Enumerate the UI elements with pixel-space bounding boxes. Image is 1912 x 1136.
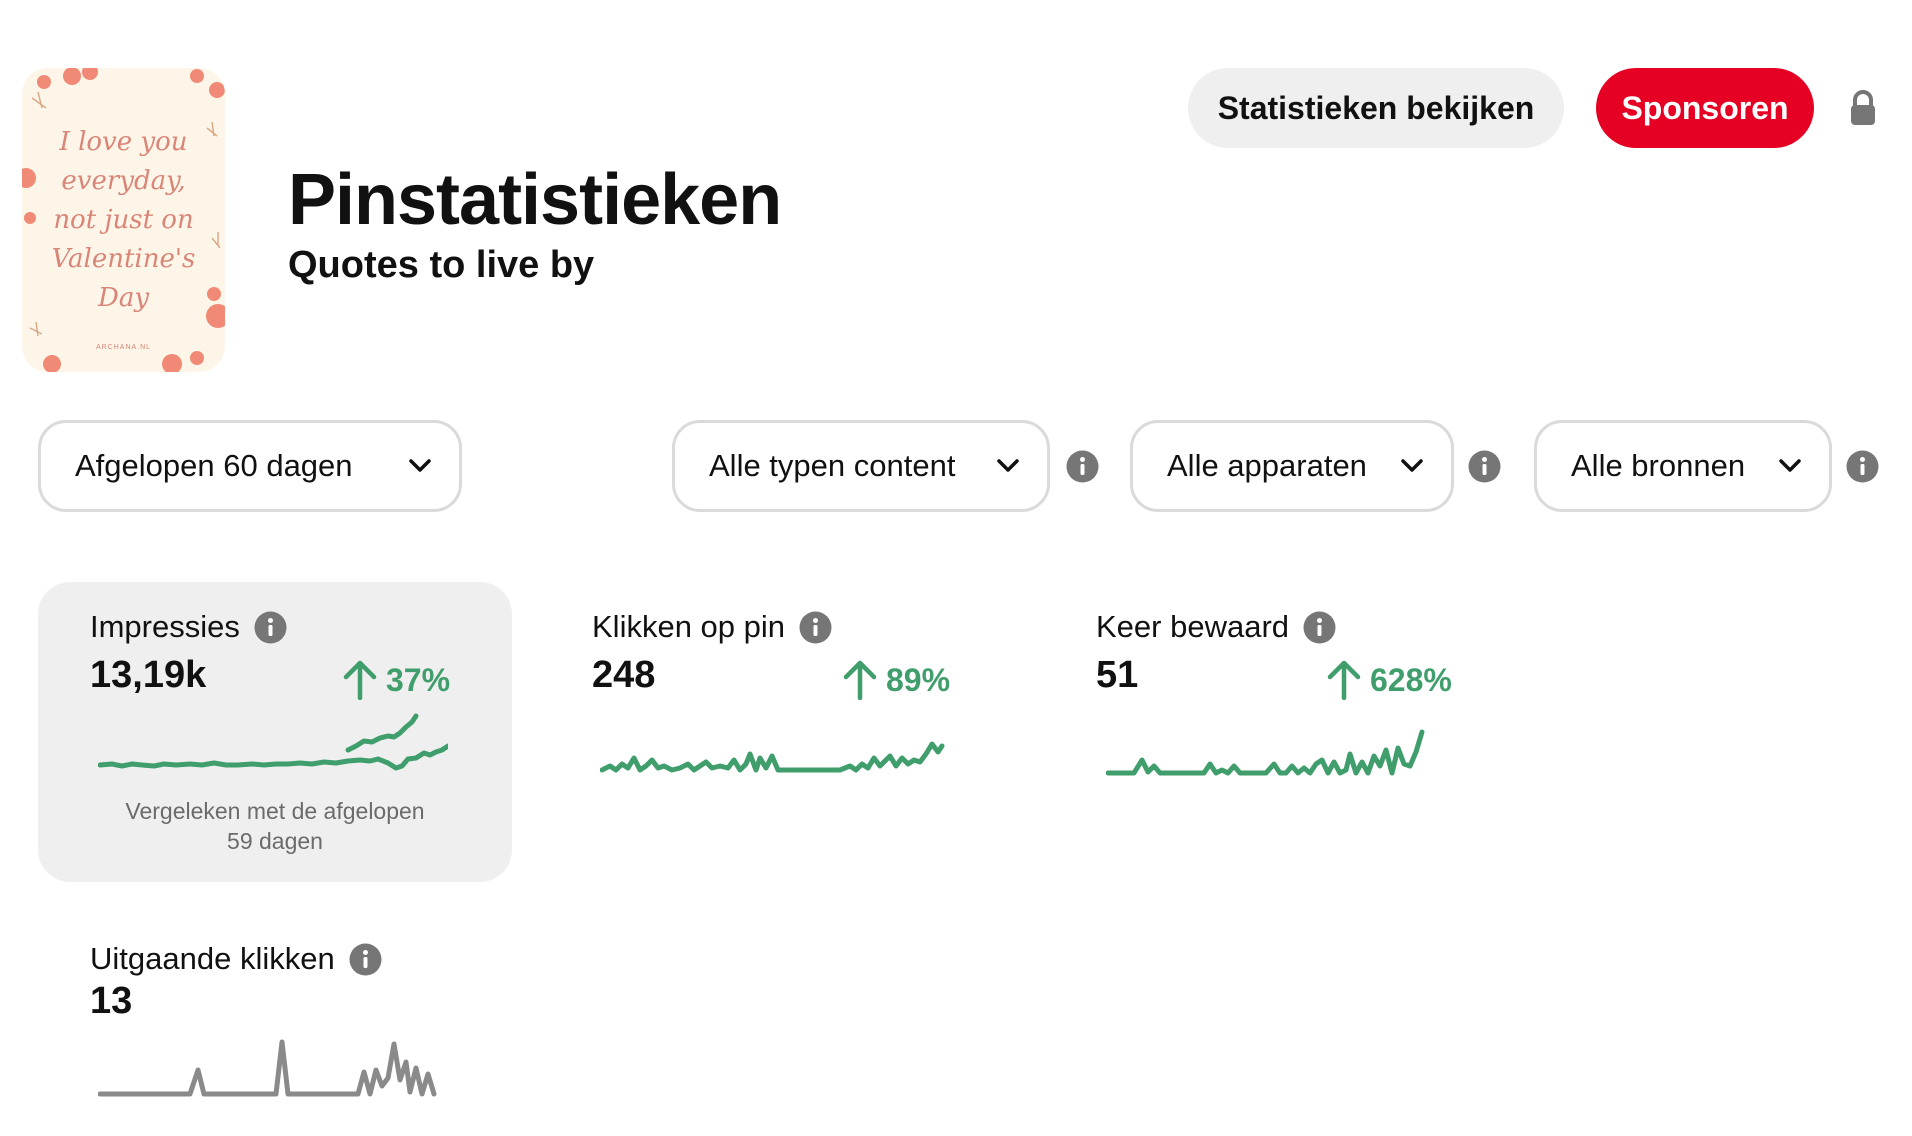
impressions-change: 37% bbox=[342, 660, 450, 700]
sponsor-button[interactable]: Sponsoren bbox=[1596, 68, 1814, 148]
saves-value: 51 bbox=[1096, 654, 1139, 696]
arrow-up-icon bbox=[843, 660, 877, 700]
outbound-clicks-sparkline bbox=[98, 1039, 437, 1097]
info-icon[interactable] bbox=[349, 943, 382, 976]
pin-clicks-label: Klikken op pin bbox=[592, 609, 786, 644]
arrow-up-icon bbox=[1327, 660, 1361, 700]
floral-border-decoration bbox=[22, 68, 225, 372]
comparison-note: Vergeleken met de afgelopen 59 dagen bbox=[125, 798, 425, 854]
pin-credit: ARCHANA.NL bbox=[95, 344, 152, 351]
impressions-sparkline bbox=[98, 743, 448, 771]
info-icon[interactable] bbox=[1468, 450, 1501, 483]
content-type-value: Alle typen content bbox=[709, 448, 956, 483]
pin-clicks-label-row: Klikken op pin bbox=[592, 609, 832, 645]
info-icon[interactable] bbox=[1846, 450, 1879, 483]
page-title: Pinstatistieken bbox=[288, 160, 782, 240]
pin-quote-text: I love you everyday, not just on Valenti… bbox=[51, 127, 196, 313]
outbound-clicks-label-row: Uitgaande klikken bbox=[90, 941, 382, 977]
chevron-down-icon bbox=[409, 459, 431, 472]
saves-change-value: 628% bbox=[1370, 661, 1452, 698]
impressions-sparkline-tail bbox=[345, 713, 419, 753]
saves-label: Keer bewaard bbox=[1096, 609, 1290, 644]
pin-thumbnail: I love you everyday, not just on Valenti… bbox=[22, 68, 225, 372]
view-statistics-button[interactable]: Statistieken bekijken bbox=[1188, 68, 1564, 148]
pin-clicks-value: 248 bbox=[592, 654, 656, 696]
info-icon[interactable] bbox=[799, 611, 832, 644]
info-icon[interactable] bbox=[1303, 611, 1336, 644]
chevron-down-icon bbox=[1401, 459, 1423, 472]
pin-clicks-change-value: 89% bbox=[886, 661, 951, 698]
devices-dropdown[interactable]: Alle apparaten bbox=[1130, 420, 1454, 512]
devices-value: Alle apparaten bbox=[1167, 448, 1367, 483]
pin-title: Quotes to live by bbox=[288, 244, 595, 286]
pin-clicks-sparkline bbox=[600, 741, 945, 773]
arrow-up-icon bbox=[343, 660, 377, 700]
saves-change: 628% bbox=[1326, 660, 1452, 700]
chevron-down-icon bbox=[997, 459, 1019, 472]
lock-icon[interactable] bbox=[1848, 88, 1878, 128]
date-range-dropdown[interactable]: Afgelopen 60 dagen bbox=[38, 420, 462, 512]
sources-dropdown[interactable]: Alle bronnen bbox=[1534, 420, 1832, 512]
pin-clicks-change: 89% bbox=[842, 660, 950, 700]
outbound-clicks-label: Uitgaande klikken bbox=[90, 941, 335, 976]
sources-value: Alle bronnen bbox=[1571, 448, 1746, 483]
saves-label-row: Keer bewaard bbox=[1096, 609, 1336, 645]
saves-sparkline bbox=[1106, 729, 1425, 776]
outbound-clicks-value: 13 bbox=[90, 980, 133, 1022]
date-range-value: Afgelopen 60 dagen bbox=[75, 448, 353, 483]
info-icon[interactable] bbox=[1066, 450, 1099, 483]
impressions-label-row: Impressies bbox=[90, 609, 287, 645]
impressions-value: 13,19k bbox=[90, 654, 207, 696]
info-icon[interactable] bbox=[254, 611, 287, 644]
impressions-change-value: 37% bbox=[386, 661, 451, 698]
impressions-label: Impressies bbox=[90, 609, 240, 644]
chevron-down-icon bbox=[1779, 459, 1801, 472]
content-type-dropdown[interactable]: Alle typen content bbox=[672, 420, 1050, 512]
